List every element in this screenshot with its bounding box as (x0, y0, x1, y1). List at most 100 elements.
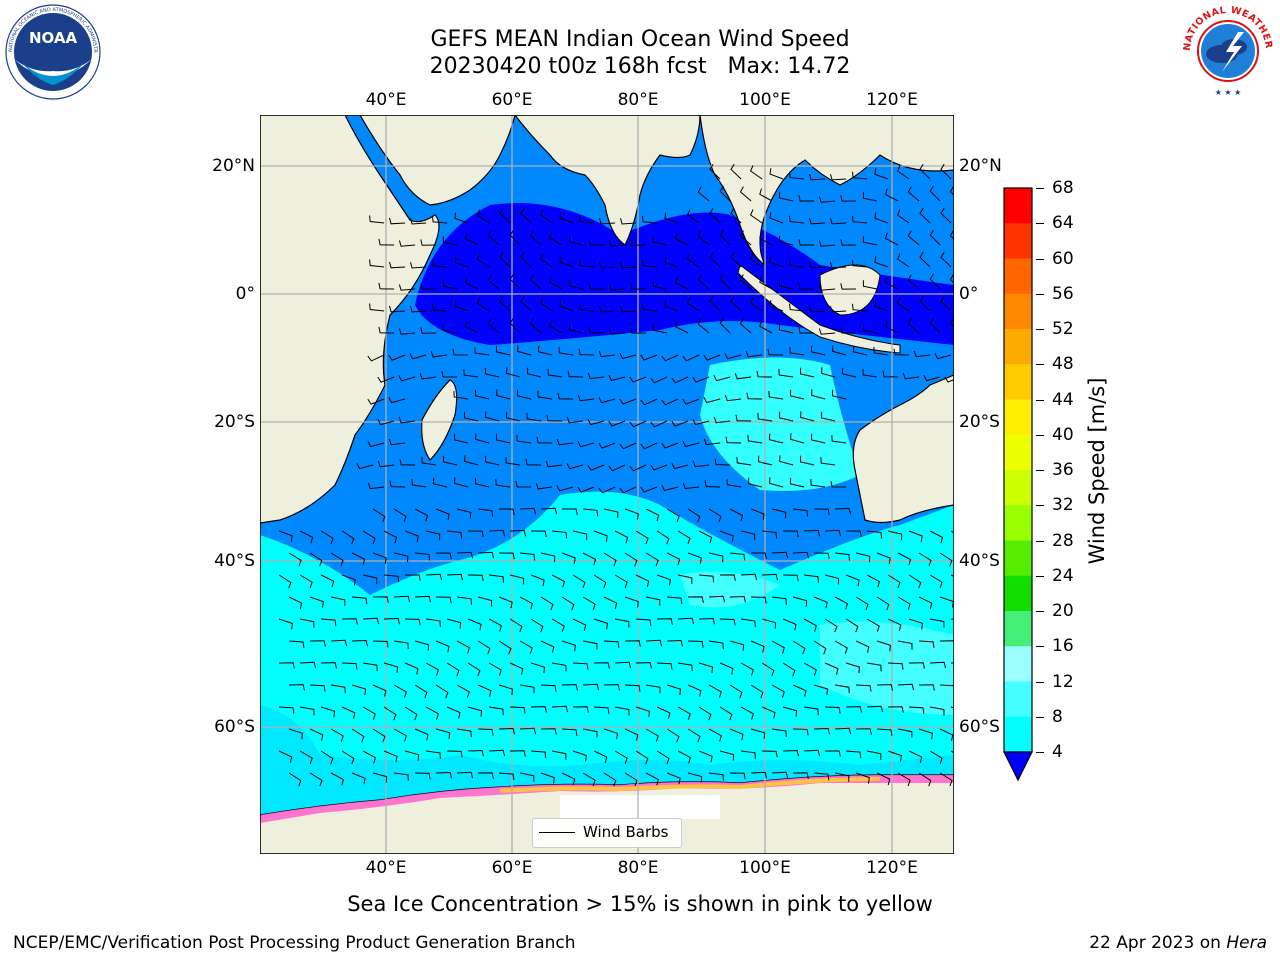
wind-barb (404, 750, 420, 761)
wind-barb (499, 727, 515, 735)
wind-barb (421, 456, 437, 466)
wind-barb (468, 530, 484, 538)
wind-barb (526, 367, 542, 378)
colorbar-tick-mark (1036, 681, 1044, 683)
legend-line-swatch (539, 832, 575, 833)
light-zone (700, 357, 860, 491)
wind-barb (778, 191, 794, 202)
wind-barb (489, 529, 506, 537)
wind-barb (432, 477, 448, 488)
wind-barb (537, 390, 553, 400)
colorbar-tick-label: 36 (1052, 460, 1074, 480)
wind-barb (510, 706, 526, 714)
wind-barb (495, 433, 511, 444)
colorbar-tick-label: 44 (1052, 389, 1074, 410)
wind-barb (636, 662, 652, 669)
wind-barb (484, 455, 500, 466)
wind-barb (488, 662, 502, 676)
wind-barb (362, 530, 376, 545)
colorbar-tick-mark (1036, 293, 1044, 295)
wind-barb (485, 411, 500, 422)
wind-barb (641, 215, 658, 224)
wind-barb (709, 251, 721, 268)
wind-barb (687, 552, 702, 564)
wind-barb (759, 232, 773, 246)
wind-barb (908, 574, 922, 589)
wind-barb (476, 209, 490, 224)
colorbar-bin (1004, 293, 1032, 330)
wind-barb (635, 750, 649, 765)
colorbar-bin (1004, 716, 1032, 753)
wind-barb (730, 295, 742, 312)
wind-barb (383, 662, 399, 673)
wind-barb (410, 218, 427, 225)
colorbar-tick-mark (1036, 575, 1044, 577)
wind-barb (405, 574, 421, 581)
wind-barb (369, 215, 385, 224)
wind-barb (789, 389, 805, 400)
wind-barb (877, 728, 893, 736)
wind-barb (404, 662, 419, 675)
wind-barb (388, 397, 406, 404)
lon-label-top-60e: 60°E (491, 90, 533, 110)
wind-barb (509, 317, 521, 334)
wind-barb (551, 574, 566, 588)
lat-label-left-40s: 40°S (214, 551, 255, 571)
wind-barb (341, 530, 355, 545)
wind-barb (431, 303, 448, 312)
wind-barb (499, 772, 515, 781)
wind-barb (699, 574, 715, 583)
lat-label-left-60s: 60°S (214, 717, 255, 737)
wind-barb (771, 640, 785, 654)
colorbar-tick-mark (1036, 223, 1044, 225)
wind-barb (656, 574, 671, 586)
wind-barb (474, 347, 490, 356)
wind-barb (862, 280, 878, 290)
wind-barb (666, 684, 682, 696)
wind-barb (624, 596, 639, 608)
wind-barb (593, 750, 608, 764)
wind-barb (614, 750, 628, 764)
wind-barb (608, 420, 626, 427)
wind-barb (516, 389, 532, 400)
wind-barb (615, 706, 630, 716)
wind-barb (452, 348, 469, 356)
wind-barb (759, 188, 773, 202)
wind-barb (726, 478, 742, 488)
wind-barb (798, 239, 815, 246)
wind-barb (930, 661, 947, 669)
wind-barb (930, 618, 945, 628)
colorbar-bin (1004, 399, 1032, 436)
wind-barb (540, 640, 555, 653)
wind-barb (603, 508, 619, 519)
wind-barb (398, 284, 416, 291)
wind-barb (641, 259, 658, 268)
colorbar-tick-label: 68 (1052, 178, 1074, 198)
wind-barb (762, 750, 778, 758)
wind-barb (526, 412, 542, 422)
wind-barb (834, 596, 848, 610)
wind-barb (675, 320, 689, 334)
lon-label-top-120e: 120°E (866, 90, 918, 110)
se-asia-land (699, 115, 954, 267)
colorbar-tick-label: 12 (1052, 671, 1074, 692)
wind-barb (841, 367, 857, 378)
wind-barb (840, 239, 857, 246)
wind-barb (762, 573, 778, 581)
wind-barb (719, 750, 735, 761)
wind-barb (739, 230, 752, 246)
wind-barb (719, 273, 731, 290)
wind-barb (825, 706, 841, 714)
wind-barb (810, 479, 826, 488)
lat-label-right-20n: 20°N (959, 156, 1002, 176)
wind-barb (630, 283, 647, 290)
wind-barb (549, 232, 563, 246)
wind-barb (341, 750, 355, 765)
wind-speed-map (260, 115, 954, 854)
wind-barb (530, 618, 544, 633)
wind-barb (426, 750, 441, 759)
wind-barb (288, 772, 302, 787)
wind-barb (678, 617, 695, 625)
wind-barb (556, 438, 574, 446)
wind-barbs (278, 163, 954, 787)
